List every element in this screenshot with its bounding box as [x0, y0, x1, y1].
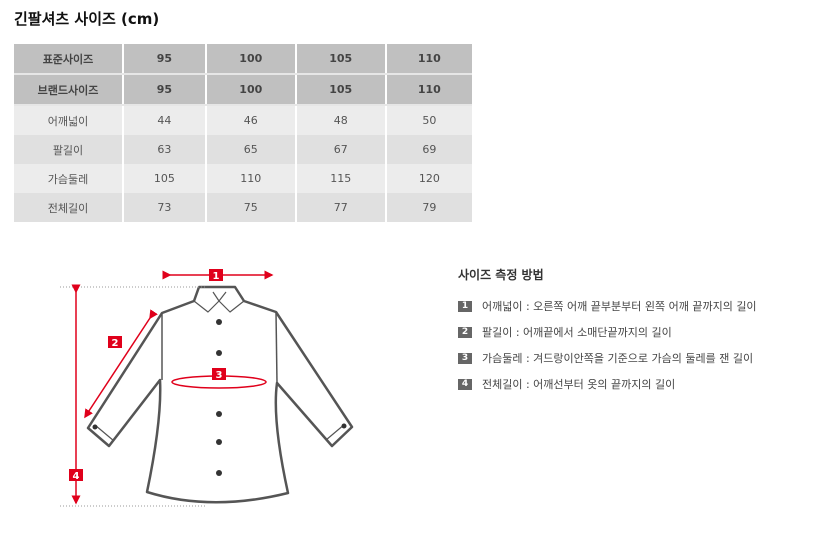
- table-cell: 63: [122, 135, 206, 164]
- table-cell: 73: [122, 193, 206, 222]
- row-label: 어깨넓이: [14, 105, 123, 135]
- table-cell: 105: [294, 44, 386, 75]
- table-cell: 46: [204, 105, 296, 135]
- method-item: 1 어깨넓이 : 오른쪽 어깨 끝부분부터 왼쪽 어깨 끝까지의 길이: [458, 298, 757, 314]
- table-cell: 67: [294, 135, 386, 164]
- table-cell: 44: [122, 105, 206, 135]
- number-badge: 1: [458, 300, 472, 312]
- table-cell: 110: [384, 44, 472, 75]
- table-cell: 48: [294, 105, 386, 135]
- table-row: 전체길이 73 75 77 79: [14, 193, 472, 222]
- table-cell: 69: [384, 135, 472, 164]
- method-text: 전체길이 : 어깨선부터 옷의 끝까지의 길이: [482, 378, 676, 391]
- method-text: 팔길이 : 어깨끝에서 소매단끝까지의 길이: [482, 326, 672, 339]
- number-badge: 3: [458, 352, 472, 364]
- label-3: 3: [216, 370, 223, 381]
- size-table: 표준사이즈 95 100 105 110 브랜드사이즈 95 100 105 110 어깨넓이 44 4…: [14, 44, 472, 222]
- table-cell: 115: [294, 164, 386, 193]
- table-row: 가슴둘레 105 110 115 120: [14, 164, 472, 193]
- table-cell: 110: [384, 74, 472, 106]
- row-label: 가슴둘레: [14, 164, 123, 193]
- method-title: 사이즈 측정 방법: [458, 268, 544, 282]
- method-item: 3 가슴둘레 : 겨드랑이안쪽을 기준으로 가슴의 둘레를 잰 길이: [458, 350, 753, 366]
- table-cell: 100: [204, 74, 296, 106]
- method-text: 어깨넓이 : 오른쪽 어깨 끝부분부터 왼쪽 어깨 끝까지의 길이: [482, 300, 757, 313]
- table-row: 어깨넓이 44 46 48 50: [14, 105, 472, 135]
- row-label: 표준사이즈: [14, 44, 123, 75]
- table-cell: 105: [294, 74, 386, 106]
- number-badge: 4: [458, 378, 472, 390]
- table-cell: 110: [204, 164, 296, 193]
- method-item: 2 팔길이 : 어깨끝에서 소매단끝까지의 길이: [458, 324, 672, 340]
- label-1: 1: [213, 271, 220, 282]
- row-label: 팔길이: [14, 135, 123, 164]
- table-row: 표준사이즈 95 100 105 110: [14, 44, 472, 75]
- table-cell: 77: [294, 193, 386, 222]
- method-item: 4 전체길이 : 어깨선부터 옷의 끝까지의 길이: [458, 376, 675, 392]
- row-label: 전체길이: [14, 193, 123, 222]
- table-cell: 75: [204, 193, 296, 222]
- table-cell: 120: [384, 164, 472, 193]
- label-2: 2: [112, 338, 119, 349]
- shirt-outline: [86, 285, 354, 504]
- page-title: 긴팔셔츠 사이즈 (cm): [14, 10, 160, 28]
- row-label: 브랜드사이즈: [14, 74, 123, 106]
- table-row: 팔길이 63 65 67 69: [14, 135, 472, 164]
- table-cell: 79: [384, 193, 472, 222]
- table-cell: 100: [204, 44, 296, 75]
- number-badge: 2: [458, 326, 472, 338]
- method-text: 가슴둘레 : 겨드랑이안쪽을 기준으로 가슴의 둘레를 잰 길이: [482, 352, 754, 365]
- table-cell: 65: [204, 135, 296, 164]
- buttons: [92, 319, 347, 476]
- table-cell: 50: [384, 105, 472, 135]
- sleeve-arrow: [84, 309, 158, 419]
- table-row: 브랜드사이즈 95 100 105 110: [14, 74, 472, 106]
- table-cell: 105: [122, 164, 206, 193]
- table-cell: 95: [122, 74, 206, 106]
- label-4: 4: [73, 471, 80, 482]
- table-cell: 95: [122, 44, 206, 75]
